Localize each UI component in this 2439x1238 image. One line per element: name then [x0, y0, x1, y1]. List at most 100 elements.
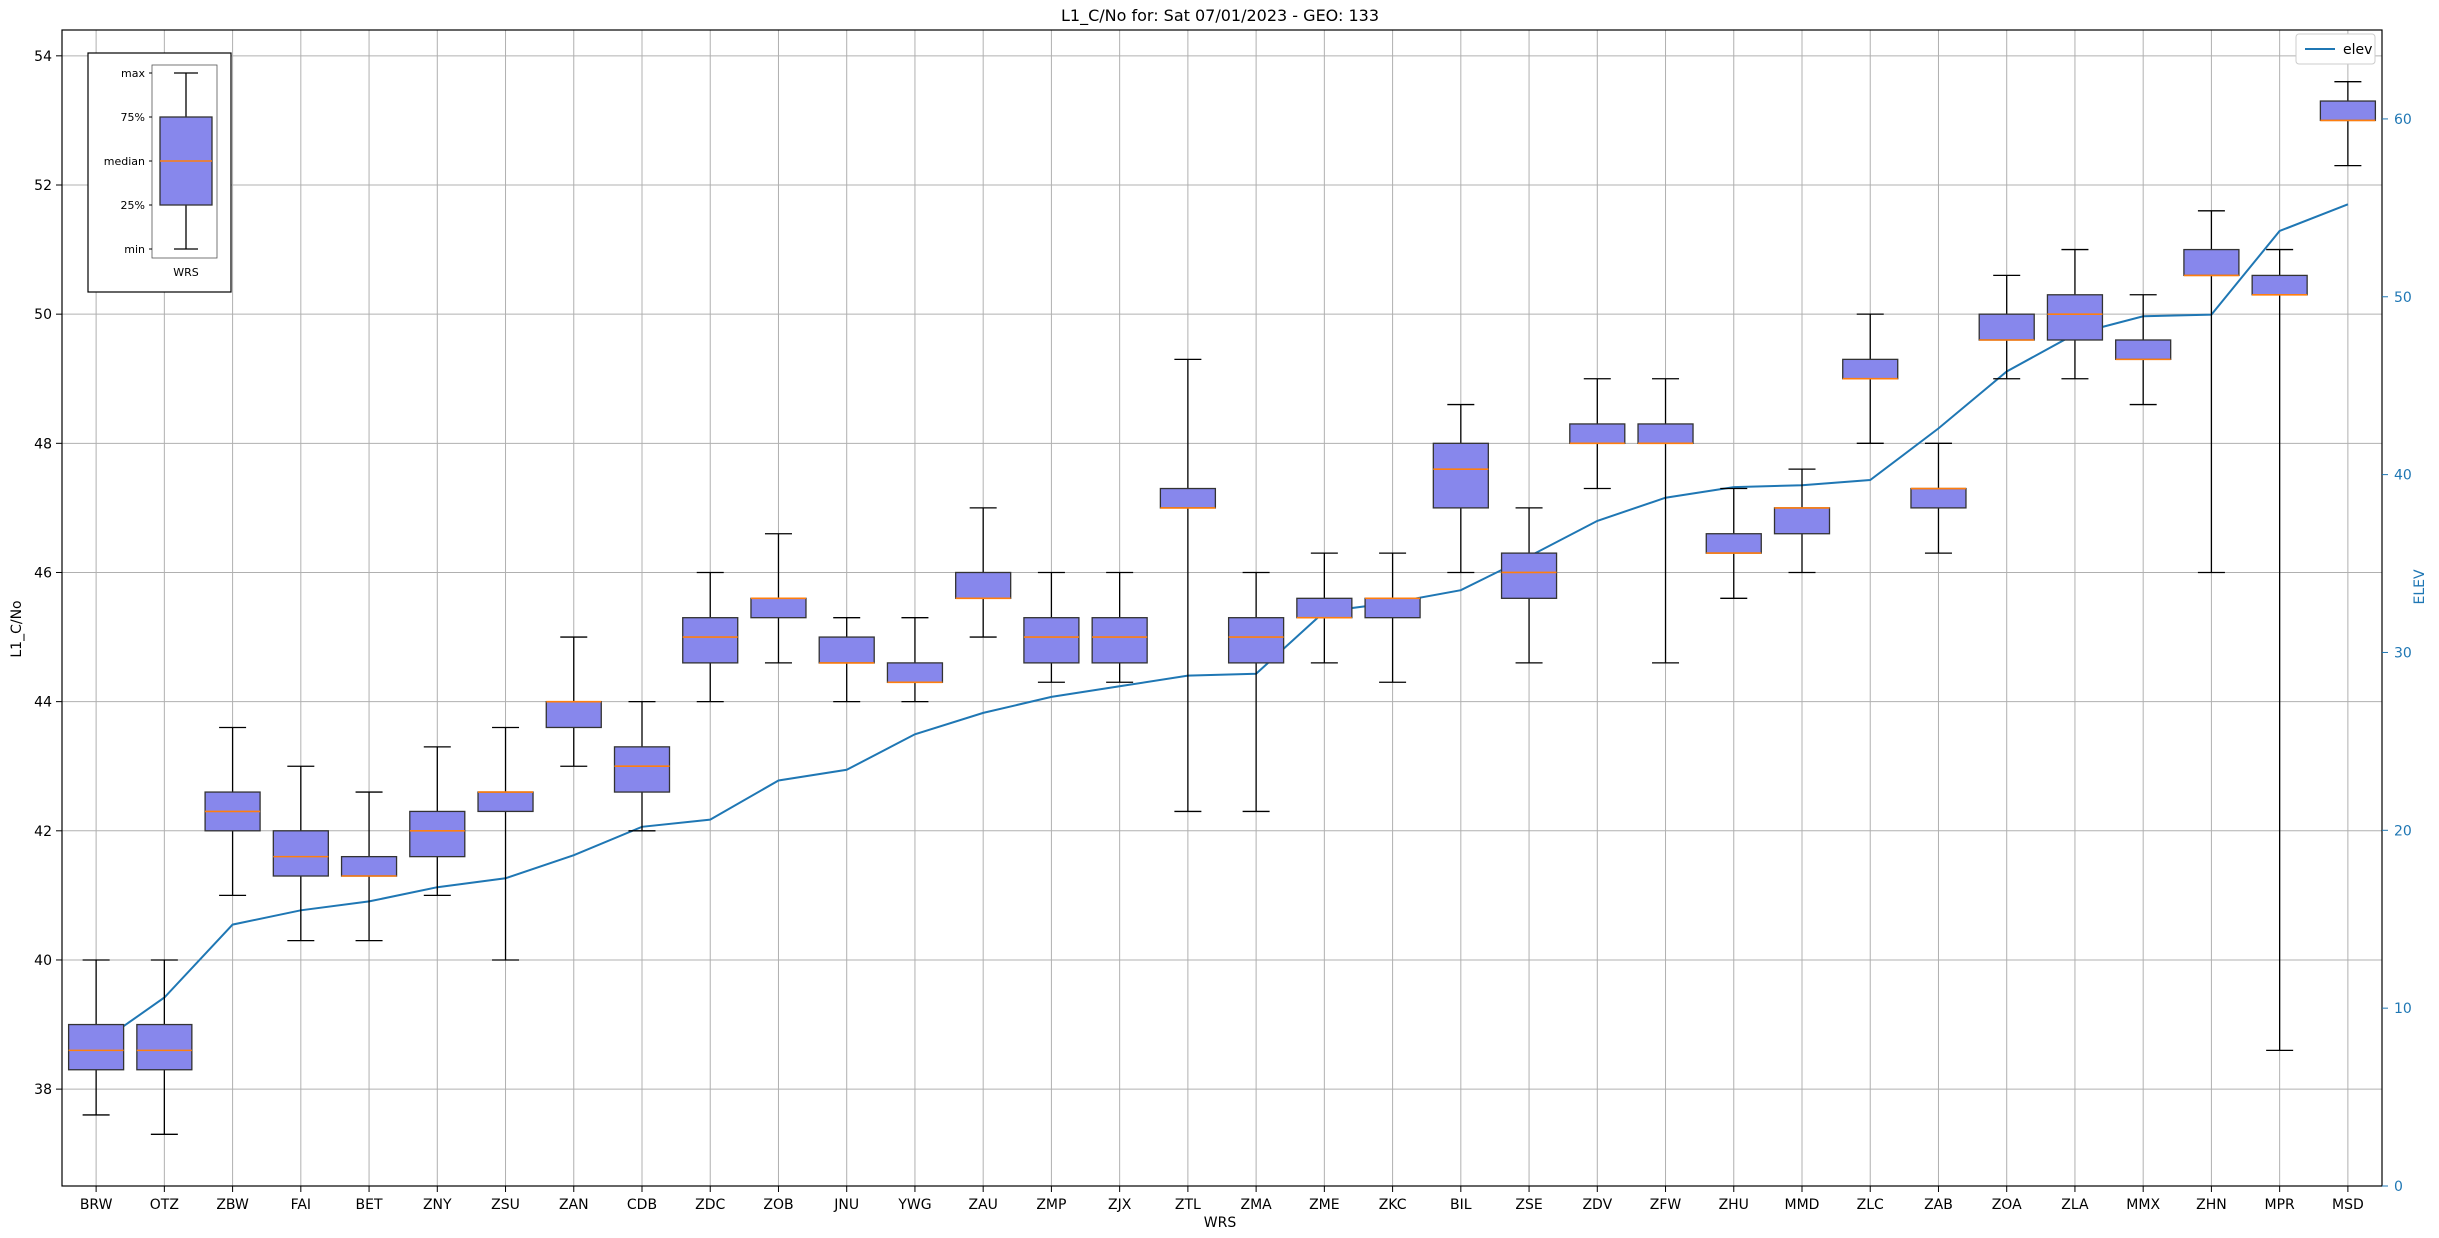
box-MPR	[2251, 248, 2308, 1052]
x-axis-label: WRS	[1204, 1215, 1237, 1231]
box-body	[1364, 597, 1421, 619]
legend-entry-elev: elev	[2343, 42, 2372, 58]
box-ZHN	[2183, 210, 2240, 574]
box-ZOB	[750, 533, 807, 664]
box-ZKC	[1364, 552, 1421, 683]
y-tick-label: 54	[34, 49, 52, 65]
box-body	[750, 597, 807, 619]
chart-title: L1_C/No for: Sat 07/01/2023 - GEO: 133	[1061, 6, 1379, 26]
box-body	[67, 1023, 125, 1071]
legend: elev	[2295, 33, 2376, 65]
box-body	[2183, 248, 2240, 277]
x-tick-label: ZOA	[1992, 1197, 2022, 1213]
box-ZTL	[1159, 358, 1217, 813]
box-body	[1569, 423, 1626, 444]
box-BET	[340, 791, 398, 942]
y2-tick-label: 20	[2394, 823, 2412, 839]
inset-label-q3: 75%	[121, 111, 145, 124]
box-ZMP	[1023, 571, 1080, 683]
box-body	[340, 855, 398, 877]
legend-frame	[2295, 33, 2376, 65]
y2-axis-label: ELEV	[2412, 569, 2428, 604]
inset-label-max: max	[121, 67, 145, 80]
box-YWG	[886, 617, 944, 703]
inset-box-legend: max 75% median 25% min WRS	[87, 52, 232, 293]
box-ZHU	[1705, 487, 1762, 599]
box-body	[1842, 358, 1899, 380]
x-tick-label: BIL	[1450, 1197, 1472, 1213]
elev-line-layer	[95, 203, 2349, 1047]
x-tick-label: ZHU	[1719, 1197, 1749, 1213]
box-ZDC	[682, 571, 739, 703]
box-body	[2115, 339, 2172, 361]
y-tick-label: 44	[34, 695, 52, 711]
box-ZJX	[1091, 571, 1148, 683]
y-tick-label: 38	[34, 1082, 52, 1098]
x-tick-label: ZSU	[491, 1197, 520, 1213]
y-tick-label: 52	[34, 178, 52, 194]
box-body	[613, 746, 671, 793]
box-MSD	[2319, 81, 2377, 167]
x-tick-label: ZLC	[1857, 1197, 1884, 1213]
y-tick-label: 40	[34, 953, 52, 969]
inset-xlabel: WRS	[173, 266, 199, 279]
x-tick-label: ZTL	[1175, 1197, 1201, 1213]
box-body	[477, 791, 534, 813]
box-body	[1296, 597, 1353, 619]
y-axis-left: 38 40 42 44 46 48 50 52 54	[34, 49, 62, 1098]
box-body	[1773, 507, 1831, 535]
box-body	[1432, 442, 1489, 509]
box-body	[1023, 617, 1080, 664]
box-series	[67, 81, 2377, 1135]
x-tick-label: ZJX	[1108, 1197, 1132, 1213]
inset-label-median: median	[104, 155, 145, 168]
box-JNU	[818, 617, 875, 703]
plot-frame	[61, 29, 2383, 1187]
box-ZAU	[955, 507, 1012, 638]
elev-line	[95, 203, 2349, 1047]
x-tick-label: ZOB	[763, 1197, 793, 1213]
box-OTZ	[136, 959, 193, 1135]
x-tick-label: YWG	[897, 1197, 931, 1213]
x-tick-label: ZAB	[1924, 1197, 1953, 1213]
box-body	[1159, 487, 1217, 509]
box-ZAN	[545, 636, 602, 767]
x-axis: BRW OTZ ZBW FAI BET ZNY ZSU ZAN CDB ZDC ZOB JNU YWG Z…	[80, 1186, 2364, 1213]
y2-tick-label: 60	[2394, 112, 2412, 128]
box-body	[1705, 533, 1762, 554]
x-tick-label: OTZ	[150, 1197, 179, 1213]
box-MMX	[2115, 294, 2172, 406]
x-tick-label: MMD	[1785, 1197, 1820, 1213]
x-tick-label: FAI	[291, 1197, 311, 1213]
y-tick-label: 46	[34, 565, 52, 581]
box-ZSE	[1500, 507, 1558, 664]
box-body	[2319, 100, 2377, 122]
x-tick-label: BET	[356, 1197, 383, 1213]
x-tick-label: ZHN	[2196, 1197, 2227, 1213]
box-MMD	[1773, 468, 1831, 574]
box-body	[2251, 274, 2308, 296]
box-ZFW	[1637, 378, 1694, 664]
box-body	[682, 617, 739, 664]
box-ZLA	[2046, 248, 2104, 380]
x-tick-label: MPR	[2265, 1197, 2296, 1213]
box-ZNY	[409, 746, 466, 897]
box-body	[1091, 617, 1148, 664]
box-ZAB	[1910, 442, 1967, 554]
y2-tick-label: 10	[2394, 1001, 2412, 1017]
x-tick-label: ZKC	[1379, 1197, 1407, 1213]
x-tick-label: ZNY	[423, 1197, 452, 1213]
x-tick-label: ZME	[1309, 1197, 1340, 1213]
y-axis-right: 0 10 20 30 40 50 60	[2382, 112, 2412, 1195]
box-CDB	[613, 700, 671, 832]
box-BRW	[67, 959, 125, 1116]
box-ZDV	[1569, 378, 1626, 490]
box-ZMA	[1227, 571, 1285, 813]
x-tick-label: MMX	[2126, 1197, 2160, 1213]
x-tick-label: BRW	[80, 1197, 113, 1213]
box-BIL	[1432, 403, 1489, 574]
y2-tick-label: 30	[2394, 645, 2412, 661]
box-body	[545, 700, 602, 729]
x-tick-label: ZDC	[695, 1197, 725, 1213]
